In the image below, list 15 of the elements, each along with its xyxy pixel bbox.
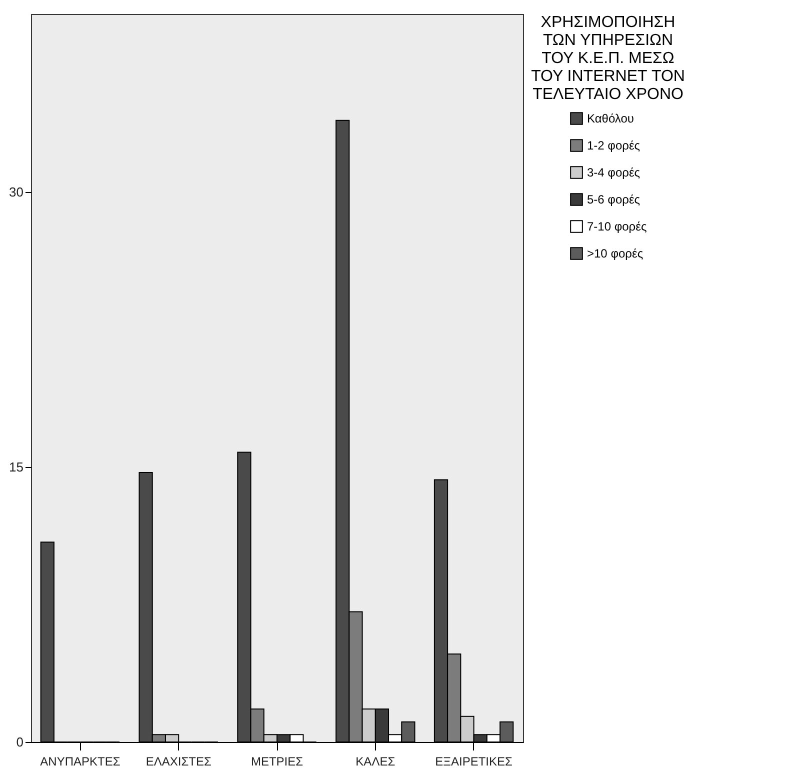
legend-label: 3-4 φορές [587,166,640,180]
x-tick-label: ΜΕΤΡΙΕΣ [250,754,304,768]
y-tick-label: 0 [16,734,24,750]
legend-label: >10 φορές [587,246,644,260]
legend-label: Καθόλου [587,112,634,126]
x-tick-label: ΚΑΛΕΣ [356,754,396,768]
x-tick-label: ΕΞΑΙΡΕΤΙΚΕΣ [435,754,512,768]
x-tick-label: ΕΛΑΧΙΣΤΕΣ [146,754,212,768]
legend-label: 5-6 φορές [587,192,640,206]
legend-label: 7-10 φορές [587,220,647,234]
legend-label: 1-2 φορές [587,138,640,152]
x-tick-label: ΑΝΥΠΑΡΚΤΕΣ [40,754,120,768]
y-tick-label: 30 [9,184,24,200]
y-tick-label: 15 [9,459,24,474]
legend-title: ΧΡΗΣΙΜΟΠΟΙΗΣΗ ΤΩΝ ΥΠΗΡΕΣΙΩΝ ΤΟΥ Κ.Ε.Π. ΜΕΣΩ ΤΟΥ INTERNET ΤΟΝ ΤΕΛΕΥΤΑΙΟ ΧΡΟΝΟ [531,14,685,103]
